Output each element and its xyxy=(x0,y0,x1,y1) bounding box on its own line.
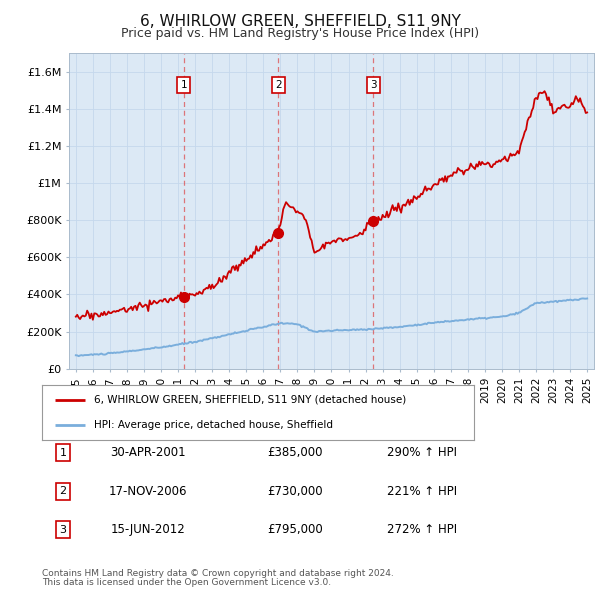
Text: 6, WHIRLOW GREEN, SHEFFIELD, S11 9NY: 6, WHIRLOW GREEN, SHEFFIELD, S11 9NY xyxy=(140,14,460,30)
Text: HPI: Average price, detached house, Sheffield: HPI: Average price, detached house, Shef… xyxy=(94,420,333,430)
Text: 3: 3 xyxy=(370,80,377,90)
Text: 6, WHIRLOW GREEN, SHEFFIELD, S11 9NY (detached house): 6, WHIRLOW GREEN, SHEFFIELD, S11 9NY (de… xyxy=(94,395,406,405)
Text: 1: 1 xyxy=(59,448,67,458)
Text: £730,000: £730,000 xyxy=(268,484,323,498)
Text: £385,000: £385,000 xyxy=(268,446,323,460)
Text: 15-JUN-2012: 15-JUN-2012 xyxy=(110,523,185,536)
Text: 272% ↑ HPI: 272% ↑ HPI xyxy=(387,523,457,536)
Text: Contains HM Land Registry data © Crown copyright and database right 2024.: Contains HM Land Registry data © Crown c… xyxy=(42,569,394,578)
Text: 2: 2 xyxy=(59,486,67,496)
Text: 2: 2 xyxy=(275,80,281,90)
Text: 30-APR-2001: 30-APR-2001 xyxy=(110,446,185,460)
Text: £795,000: £795,000 xyxy=(268,523,323,536)
Text: Price paid vs. HM Land Registry's House Price Index (HPI): Price paid vs. HM Land Registry's House … xyxy=(121,27,479,40)
Text: 1: 1 xyxy=(181,80,187,90)
Text: 221% ↑ HPI: 221% ↑ HPI xyxy=(387,484,457,498)
Text: 3: 3 xyxy=(59,525,67,535)
Text: 17-NOV-2006: 17-NOV-2006 xyxy=(109,484,187,498)
Text: 290% ↑ HPI: 290% ↑ HPI xyxy=(387,446,457,460)
Text: This data is licensed under the Open Government Licence v3.0.: This data is licensed under the Open Gov… xyxy=(42,578,331,587)
